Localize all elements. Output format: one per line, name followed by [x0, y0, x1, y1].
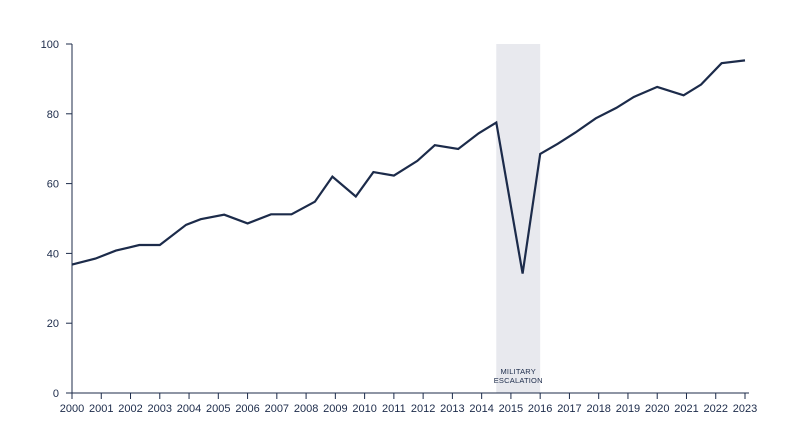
band-label-line: ESCALATION [494, 376, 543, 385]
series-line [71, 59, 746, 274]
x-tick-label: 2003 [148, 403, 172, 415]
y-tick-label: 40 [47, 248, 59, 260]
series-layer [71, 59, 746, 274]
x-tick-label: 2022 [703, 403, 727, 415]
x-tick-label: 2023 [733, 403, 757, 415]
x-tick-label: 2016 [528, 403, 552, 415]
x-tick-label: 2018 [586, 403, 610, 415]
x-tick-label: 2002 [118, 403, 142, 415]
x-tick-label: 2010 [352, 403, 376, 415]
y-tick-label: 0 [53, 388, 59, 400]
x-tick-label: 2008 [294, 403, 318, 415]
x-tick-label: 2019 [616, 403, 640, 415]
x-tick-label: 2015 [499, 403, 523, 415]
x-tick-label: 2005 [206, 403, 230, 415]
x-tick-label: 2007 [265, 403, 289, 415]
military-escalation-band [496, 44, 541, 393]
x-tick-label: 2004 [177, 403, 201, 415]
x-tick-label: 2012 [411, 403, 435, 415]
x-tick-label: 2021 [674, 403, 698, 415]
y-tick-label: 80 [47, 109, 59, 121]
x-tick-label: 2014 [469, 403, 493, 415]
x-tick-label: 2006 [235, 403, 259, 415]
x-tick-label: 2001 [89, 403, 113, 415]
y-tick-label: 100 [41, 39, 59, 51]
x-tick-label: 2013 [440, 403, 464, 415]
x-tick-label: 2011 [382, 403, 406, 415]
x-tick-label: 2009 [323, 403, 347, 415]
band-label-line: MILITARY [500, 367, 536, 376]
axes: 0 20 40 60 80 100 2000 2001 2002 2003 2004 2005 2006… [41, 39, 758, 415]
x-tick-label: 2017 [557, 403, 581, 415]
x-tick-label: 2020 [645, 403, 669, 415]
x-tick-label: 2000 [60, 403, 84, 415]
y-tick-label: 60 [47, 179, 59, 191]
y-tick-label: 20 [47, 318, 59, 330]
